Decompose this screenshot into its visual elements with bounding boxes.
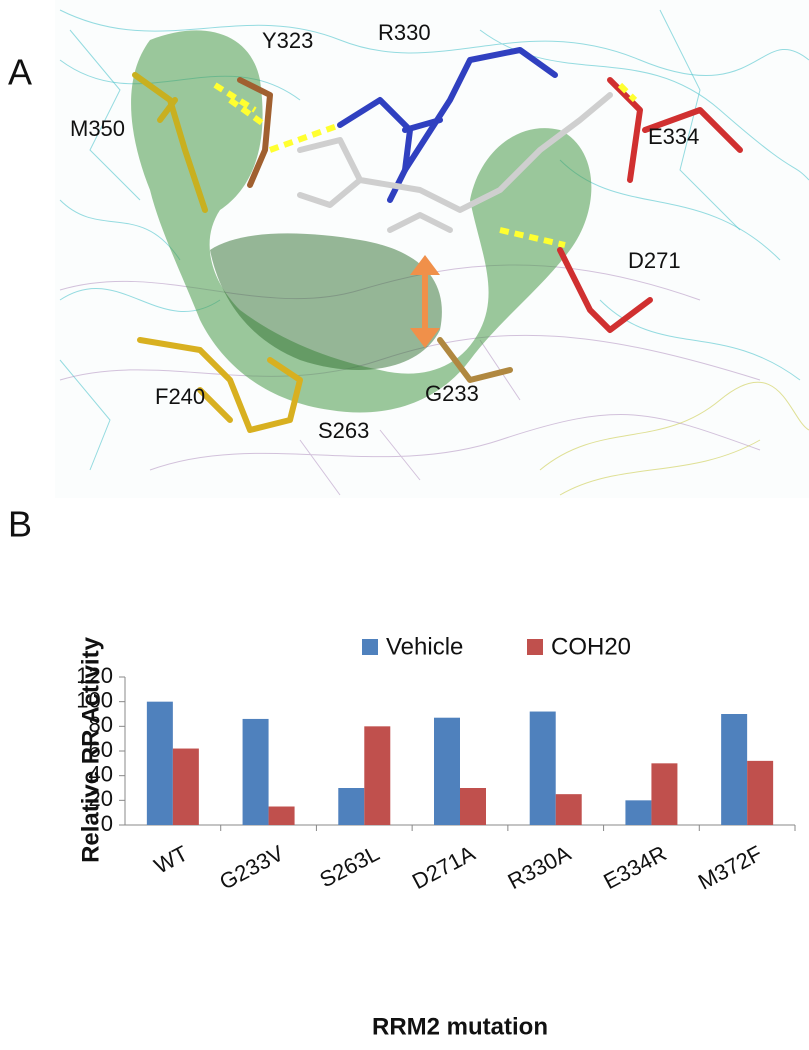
x-tick-label: WT bbox=[150, 840, 192, 878]
residue-label: R330 bbox=[378, 20, 431, 45]
residue-label: E334 bbox=[648, 124, 699, 149]
bar bbox=[651, 763, 678, 825]
legend-label: COH20 bbox=[551, 633, 631, 660]
y-tick-label: 100 bbox=[76, 687, 113, 712]
residue-label: Y323 bbox=[262, 28, 313, 53]
residue-label: M350 bbox=[70, 116, 125, 141]
y-tick-label: 60 bbox=[89, 737, 113, 762]
x-tick-label: E334R bbox=[599, 840, 670, 894]
bar bbox=[172, 748, 199, 825]
y-tick-label: 0 bbox=[101, 811, 113, 836]
panel-letter: B bbox=[8, 504, 32, 545]
residue-label: D271 bbox=[628, 248, 681, 273]
x-tick-label: R330A bbox=[504, 840, 575, 894]
residue-label: S263 bbox=[318, 418, 369, 443]
residue-label: G233 bbox=[425, 381, 479, 406]
bar bbox=[434, 717, 460, 825]
bar bbox=[460, 788, 486, 825]
bar bbox=[555, 794, 582, 825]
bar bbox=[268, 806, 295, 825]
bar bbox=[529, 711, 556, 825]
bar bbox=[625, 800, 652, 825]
panel-letter: A bbox=[8, 52, 32, 93]
x-tick-label: S263L bbox=[315, 840, 383, 892]
x-axis-label: RRM2 mutation bbox=[372, 1013, 548, 1040]
panel-a-image: Y323 R330 M350 E334 D271 F240 G233 S263 bbox=[55, 0, 809, 498]
legend-swatch bbox=[527, 639, 543, 655]
y-tick-label: 40 bbox=[89, 761, 113, 786]
y-axis-label: Relative RR Activity bbox=[77, 636, 104, 863]
residue-label: F240 bbox=[155, 384, 205, 409]
x-tick-label: D271A bbox=[408, 840, 479, 894]
bar bbox=[747, 760, 774, 825]
legend-label: Vehicle bbox=[386, 633, 463, 660]
legend-swatch bbox=[362, 639, 378, 655]
y-tick-label: 120 bbox=[76, 663, 113, 688]
x-tick-label: M372F bbox=[694, 840, 766, 894]
y-tick-label: 80 bbox=[89, 712, 113, 737]
bar bbox=[242, 718, 269, 825]
bar bbox=[364, 726, 391, 825]
bar bbox=[338, 788, 365, 825]
bar bbox=[146, 701, 173, 825]
bar bbox=[721, 714, 748, 825]
y-tick-label: 20 bbox=[89, 786, 113, 811]
x-tick-label: G233V bbox=[215, 840, 287, 894]
